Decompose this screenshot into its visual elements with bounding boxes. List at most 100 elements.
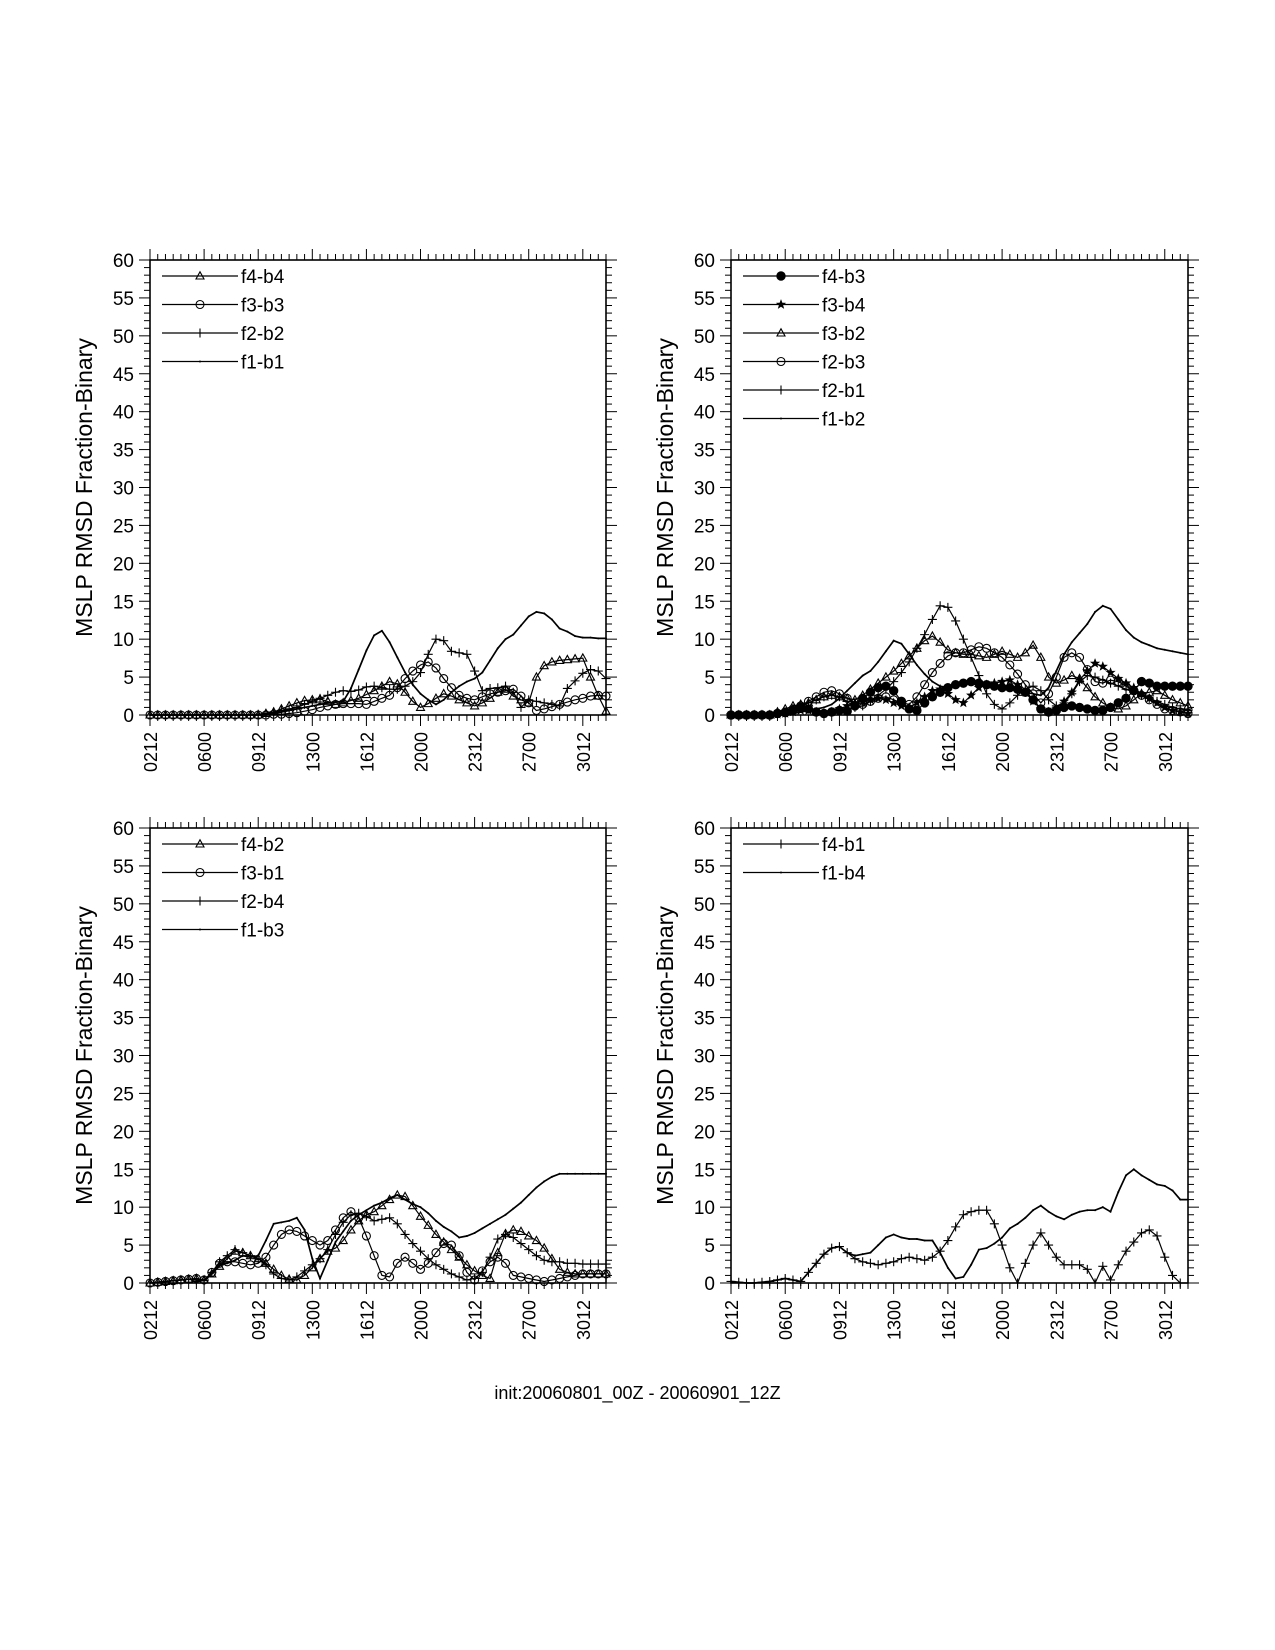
y-tick-label: 40: [694, 971, 715, 992]
data-point: [149, 714, 151, 716]
data-point: [1070, 641, 1073, 644]
data-point: [380, 1201, 383, 1204]
data-point: [195, 1278, 198, 1281]
data-point: [539, 1255, 549, 1265]
data-point: [827, 690, 837, 700]
data-point: [1051, 701, 1061, 711]
data-point: [539, 660, 550, 670]
data-point: [1168, 1270, 1178, 1280]
data-point: [249, 714, 252, 716]
data-point: [982, 689, 992, 699]
data-point: [234, 1259, 237, 1262]
legend-label: f2-b1: [822, 381, 865, 402]
series-line: [731, 604, 1189, 716]
data-point: [400, 1252, 410, 1262]
data-point: [288, 709, 291, 712]
data-point: [516, 1239, 526, 1249]
data-point: [834, 703, 845, 714]
data-point: [234, 714, 237, 716]
data-point: [745, 714, 748, 716]
data-point: [1125, 629, 1128, 632]
data-point: [1117, 618, 1120, 621]
data-point: [384, 676, 395, 686]
data-point: [1039, 1204, 1042, 1207]
legend-label: f4-b2: [241, 835, 284, 856]
data-point: [1105, 667, 1116, 677]
data-point: [1027, 695, 1039, 706]
data-point: [373, 634, 376, 637]
legend-label: f1-b3: [241, 921, 284, 942]
data-point: [295, 707, 298, 710]
y-tick-label: 10: [694, 1198, 715, 1219]
data-point: [1094, 1209, 1097, 1212]
data-point: [858, 1257, 868, 1267]
data-point: [927, 692, 938, 702]
series-line: [150, 611, 606, 716]
data-point: [985, 1247, 988, 1250]
data-point: [1187, 653, 1189, 656]
data-point: [226, 1262, 229, 1265]
data-point: [1043, 706, 1054, 717]
data-point: [1059, 698, 1069, 708]
y-tick-label: 0: [704, 1274, 715, 1295]
data-point: [380, 629, 383, 632]
data-point: [1148, 644, 1151, 647]
data-point: [1106, 1275, 1116, 1285]
data-point: [462, 649, 472, 659]
legend-marker: [776, 356, 786, 367]
data-point: [388, 641, 391, 644]
legend: f4-b4 f3-b3 f2-b2 f1-b1: [162, 267, 285, 374]
x-tick-label: 0212: [722, 1300, 742, 1340]
data-point: [1032, 692, 1035, 695]
data-point: [1059, 1260, 1069, 1270]
data-point: [516, 691, 526, 701]
data-point: [919, 635, 930, 645]
data-point: [524, 695, 534, 705]
data-point: [1067, 689, 1077, 699]
legend-label: f1-b1: [241, 353, 284, 374]
data-point: [477, 697, 488, 707]
data-point: [853, 682, 856, 685]
data-point: [962, 1275, 965, 1278]
legend-marker: [780, 417, 782, 420]
data-point: [1044, 695, 1054, 705]
data-point: [942, 688, 953, 699]
data-point: [1136, 676, 1147, 687]
data-point: [496, 1218, 499, 1221]
data-point: [807, 1271, 810, 1274]
y-tick-label: 15: [113, 1160, 134, 1181]
data-point: [493, 1234, 503, 1244]
x-tick-label: 2700: [1102, 1300, 1122, 1340]
data-point: [377, 693, 387, 703]
x-tick-label: 2312: [466, 732, 486, 772]
x-tick-label: 3012: [574, 732, 594, 772]
data-point: [210, 1272, 213, 1275]
data-point: [299, 1270, 310, 1279]
data-point: [434, 703, 437, 706]
data-point: [307, 696, 317, 706]
y-tick-label: 55: [113, 289, 134, 310]
data-point: [376, 1200, 387, 1210]
data-point: [566, 630, 569, 633]
data-point: [958, 648, 968, 658]
data-point: [338, 1217, 348, 1227]
data-point: [1024, 691, 1027, 694]
data-point: [357, 668, 360, 671]
data-point: [966, 689, 977, 700]
data-point: [981, 652, 992, 661]
data-point: [908, 1238, 911, 1241]
series-line: [730, 1168, 1188, 1284]
data-point: [454, 690, 464, 700]
data-point: [485, 683, 495, 693]
data-point: [1005, 698, 1015, 708]
data-point: [1137, 1228, 1147, 1238]
data-point: [838, 1245, 841, 1248]
series-line: [149, 1210, 606, 1284]
data-point: [527, 615, 530, 618]
data-point: [207, 1267, 217, 1277]
data-point: [1005, 660, 1015, 670]
data-point: [912, 705, 922, 716]
data-point: [261, 1260, 271, 1270]
data-point: [450, 691, 453, 694]
data-point: [524, 1245, 534, 1255]
